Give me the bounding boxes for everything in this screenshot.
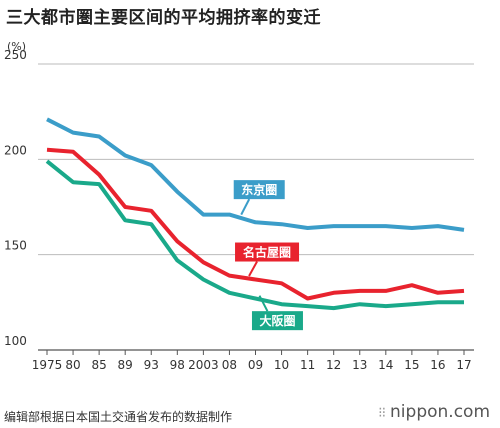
x-tick-label: 85 (91, 358, 106, 372)
y-tick-label: 150 (4, 239, 27, 253)
series-label-0: 东京圈 (233, 180, 285, 216)
y-tick-label: 100 (4, 334, 27, 348)
y-axis-unit-label: (%) (7, 40, 27, 53)
x-tick-label: 15 (404, 358, 419, 372)
series-label-text: 大阪圈 (259, 313, 295, 328)
grid-lines (38, 63, 474, 351)
x-tick-label: 16 (430, 358, 445, 372)
series-label-text: 名古屋圈 (243, 245, 291, 260)
x-tick-label: 13 (352, 358, 367, 372)
series-line-1 (46, 147, 465, 301)
x-tick-label: 14 (378, 358, 393, 372)
x-tick-label: 09 (248, 358, 263, 372)
x-tick-label: 1975 (32, 358, 63, 372)
series-label-box (251, 311, 303, 331)
series-label-2: 大阪圈 (251, 295, 303, 331)
x-tick-label: 2003 (188, 358, 219, 372)
series-line-0 (46, 117, 465, 232)
series-label-pointer (258, 295, 269, 312)
x-tick-label: 11 (300, 358, 315, 372)
x-tick-label: 93 (144, 358, 159, 372)
x-tick-label: 17 (456, 358, 471, 372)
x-tick-label: 89 (118, 358, 133, 372)
y-tick-label: 200 (4, 143, 27, 157)
x-tick-label: 08 (222, 358, 237, 372)
axes: 100 150 200 250 1975 80 85 89 93 98 2003 08 09 10 11 12… (4, 48, 472, 372)
x-tick-label: 98 (170, 358, 185, 372)
series-line-2 (45, 159, 464, 311)
series-label-text: 东京圈 (241, 182, 277, 197)
logo-dots-icon: ⁝⁝ (378, 405, 386, 421)
logo-text: nippon.com (390, 402, 490, 422)
nippon-logo: ⁝⁝ nippon.com (378, 402, 490, 422)
x-tick-label: 12 (326, 358, 341, 372)
x-tick-label: 80 (65, 358, 80, 372)
series-label-box (233, 180, 285, 200)
series-label-1: 名古屋圈 (235, 242, 300, 277)
source-note: 编辑部根据日本国土交通省发布的数据制作 (4, 410, 233, 424)
x-tick-label: 10 (274, 358, 289, 372)
series-label-pointer (248, 261, 258, 277)
series-label-pointer (240, 198, 251, 216)
series-label-box (235, 242, 300, 262)
chart-title: 三大都市圏主要区间的平均拥挤率的变迁 (6, 8, 321, 28)
y-tick-label: 250 (4, 48, 27, 62)
series-lines (45, 117, 465, 311)
